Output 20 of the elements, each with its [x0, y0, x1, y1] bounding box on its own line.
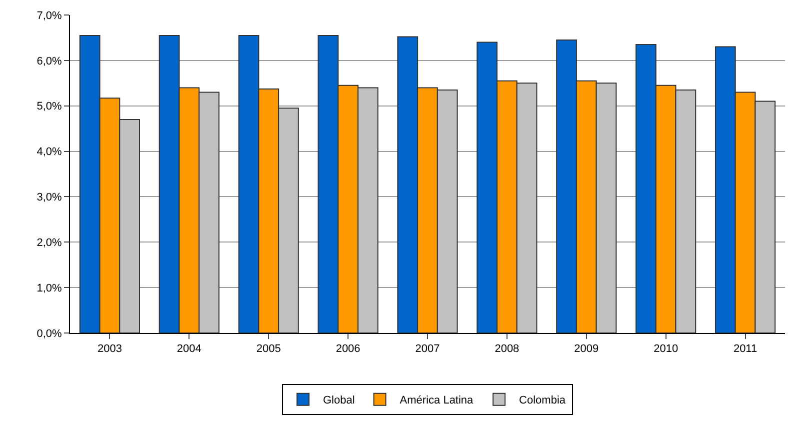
- y-tick-label: 6,0%: [36, 55, 62, 68]
- x-tick-label: 2008: [494, 343, 520, 356]
- y-tick-label: 1,0%: [36, 282, 62, 294]
- x-tick-label: 2009: [574, 343, 599, 356]
- legend-label: América Latina: [400, 394, 474, 407]
- y-tick-label: 4,0%: [36, 146, 62, 158]
- legend-label: Global: [323, 394, 355, 407]
- x-tick-label: 2007: [415, 343, 440, 356]
- y-tick-label: 0,0%: [36, 328, 62, 340]
- y-tick-label: 3,0%: [36, 192, 62, 204]
- x-tick-label: 2005: [256, 343, 281, 356]
- x-tick-label: 2003: [97, 343, 122, 356]
- x-tick-label: 2011: [733, 343, 758, 356]
- y-tick-label: 7,0%: [36, 10, 62, 22]
- y-tick-label: 5,0%: [36, 100, 62, 113]
- x-tick-label: 2004: [176, 343, 202, 356]
- x-tick-label: 2006: [336, 343, 360, 356]
- x-tick-label: 2010: [654, 343, 678, 356]
- y-tick-label: 2,0%: [36, 236, 62, 249]
- legend-label: Colombia: [519, 394, 566, 407]
